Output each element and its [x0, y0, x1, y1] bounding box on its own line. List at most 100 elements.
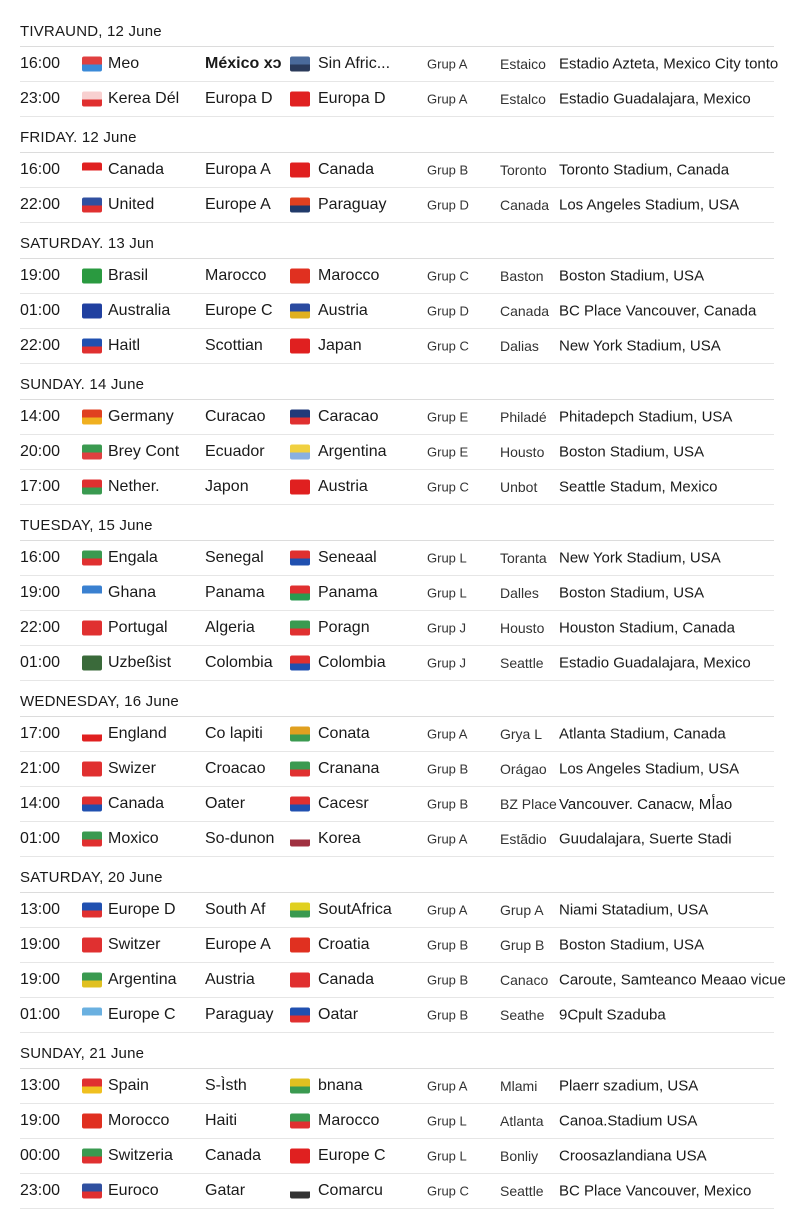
kickoff-time: 14:00 [20, 795, 61, 812]
team1-flag-icon [82, 444, 102, 460]
match-row[interactable]: 17:00 Nether. Japon Austria Grup C Unbot Seatt… [20, 470, 774, 505]
team1-flag-icon [82, 655, 102, 671]
team1-name: United [108, 196, 155, 213]
team1-name: Euroco [108, 1182, 159, 1199]
match-row[interactable]: 22:00 Portugal Algeria Poragn Grup J Housto Ho… [20, 611, 774, 646]
kickoff-time: 22:00 [20, 196, 61, 213]
match-row[interactable]: 19:00 Switzer Europe A Croatia Grup B Grup B B… [20, 928, 774, 963]
city-label: Canaco [500, 972, 549, 988]
match-row[interactable]: 23:00 Euroco Gatar Comarcu Grup C Seattle BC P… [20, 1174, 774, 1209]
team1-name: England [108, 725, 167, 742]
team1-flag-icon [82, 162, 102, 178]
group-label: Grup D [427, 303, 469, 319]
city-label: Philadé [500, 409, 547, 425]
match-row[interactable]: 14:00 Germany Curacao Caracao Grup E Philadé P… [20, 400, 774, 435]
team2-name: Canada [318, 161, 375, 178]
kickoff-time: 20:00 [20, 443, 61, 460]
match-row[interactable]: 23:00 Kerea Dél Europa D Europa D Grup A Esta… [20, 82, 774, 117]
group-label: Grup C [427, 338, 469, 354]
group-label: Grup L [427, 1148, 467, 1164]
team2-flag-icon [290, 972, 310, 988]
group-label: Grup L [427, 585, 467, 601]
city-label: Estalco [500, 91, 546, 107]
day-label: TIVRAUND, 12 June [20, 23, 162, 40]
team1-flag-icon [82, 1183, 102, 1199]
team2-name: Colombia [318, 654, 386, 671]
group-label: Grup J [427, 620, 467, 636]
match-row[interactable]: 22:00 United Europe A Paraguay Grup D Canada L… [20, 188, 774, 223]
team1-name: Canada [108, 795, 165, 812]
match-row[interactable]: 21:00 Swizer Croacao Cranana Grup B Orágao Los… [20, 752, 774, 787]
team1-flag-icon [82, 479, 102, 495]
team1-flag-icon [82, 1148, 102, 1164]
team2-name: bnana [318, 1077, 363, 1094]
match-row[interactable]: 19:00 Brasil Marocco Marocco Grup C Baston Bos… [20, 259, 774, 294]
opponent-label: S-Ìsth [205, 1077, 247, 1094]
match-row[interactable]: 19:00 Ghana Panama Panama Grup L Dalles Boston… [20, 576, 774, 611]
team1-name: Nether. [108, 478, 160, 495]
team1-name: Meo [108, 55, 140, 72]
opponent-label: Co lapiti [205, 725, 263, 742]
team1-flag-icon [82, 197, 102, 213]
day-label: SATURDAY, 20 June [20, 869, 163, 886]
venue-label: Atlanta Stadium, Canada [559, 725, 726, 743]
day-header: SATURDAY. 13 Jun [20, 223, 774, 259]
city-label: BZ Place [500, 796, 557, 812]
team1-flag-icon [82, 831, 102, 847]
match-row[interactable]: 17:00 England Co lapiti Conata Grup A Grya L A… [20, 717, 774, 752]
match-row[interactable]: 13:00 Spain S-Ìsth bnana Grup A Mlami Plaerr s… [20, 1069, 774, 1104]
kickoff-time: 17:00 [20, 725, 61, 742]
match-row[interactable]: 13:00 Europe D South Af SoutAfrica Grup A Gru… [20, 893, 774, 928]
match-row[interactable]: 16:00 Meo México xɔ Sin Afric... Grup A Estai… [20, 47, 778, 82]
day-header: TUESDAY, 15 June [20, 505, 774, 541]
group-label: Grup D [427, 197, 469, 213]
group-label: Grup A [427, 91, 468, 107]
match-row[interactable]: 20:00 Brey Cont Ecuador Argentina Grup E Hous… [20, 435, 774, 470]
match-row[interactable]: 16:00 Canada Europa A Canada Grup B Toronto To… [20, 153, 774, 188]
kickoff-time: 19:00 [20, 1112, 61, 1129]
venue-label: Boston Stadium, USA [559, 443, 705, 461]
opponent-label: Europe A [205, 196, 271, 213]
venue-label: Estadio Guadalajara, Mexico [559, 654, 751, 672]
opponent-label: Austria [205, 971, 255, 988]
match-row[interactable]: 01:00 Australia Europe C Austria Grup D Canad… [20, 294, 774, 329]
match-row[interactable]: 19:00 Morocco Haiti Marocco Grup L Atlanta Can… [20, 1104, 774, 1139]
match-row[interactable]: 01:00 Europe C Paraguay Oatar Grup B Seathe 9C… [20, 998, 774, 1033]
team1-name: Portugal [108, 619, 168, 636]
kickoff-time: 17:00 [20, 478, 61, 495]
kickoff-time: 14:00 [20, 408, 61, 425]
team1-name: Kerea Dél [108, 90, 180, 107]
team2-name: Cacesr [318, 795, 369, 812]
city-label: Grup A [500, 902, 544, 918]
team1-flag-icon [82, 902, 102, 918]
venue-label: Vancouver. Canacw, Mأao [559, 796, 733, 813]
match-row[interactable]: 19:00 Argentina Austria Canada Grup B Canaco C… [20, 963, 786, 998]
team2-name: Croatia [318, 936, 370, 953]
group-label: Grup L [427, 550, 467, 566]
match-row[interactable]: 16:00 Engala Senegal Seneaal Grup L Toranta Ne… [20, 541, 774, 576]
day-header: FRIDAY. 12 June [20, 117, 774, 153]
group-label: Grup A [427, 56, 468, 72]
match-row[interactable]: 01:00 Moxico So-dunon Korea Grup A Estãdio Guu… [20, 822, 774, 857]
venue-label: Niami Statadium, USA [559, 901, 709, 919]
city-label: Seathe [500, 1007, 545, 1023]
match-row[interactable]: 00:00 Switzeria Canada Europe C Grup L Bonliy… [20, 1139, 774, 1174]
city-label: Atlanta [500, 1113, 544, 1129]
team1-flag-icon [82, 409, 102, 425]
match-row[interactable]: 22:00 Haitl Scottian Japan Grup C Dalias New Y… [20, 329, 774, 364]
match-row[interactable]: 14:00 Canada Oater Cacesr Grup B BZ Place Vanc… [20, 787, 774, 822]
team2-name: Poragn [318, 619, 370, 636]
kickoff-time: 13:00 [20, 901, 61, 918]
team1-flag-icon [82, 91, 102, 107]
opponent-label: Panama [205, 584, 265, 601]
match-row[interactable]: 01:00 Uzbeßist Colombia Colombia Grup J Seatt… [20, 646, 774, 681]
team1-name: Germany [108, 408, 174, 425]
venue-label: Guudalajara, Suerte Stadi [559, 830, 732, 848]
team2-flag-icon [290, 409, 310, 425]
team2-flag-icon [290, 585, 310, 601]
city-label: Mlami [500, 1078, 538, 1094]
city-label: Unbot [500, 479, 538, 495]
team2-flag-icon [290, 91, 310, 107]
kickoff-time: 01:00 [20, 654, 61, 671]
team2-name: Marocco [318, 267, 380, 284]
